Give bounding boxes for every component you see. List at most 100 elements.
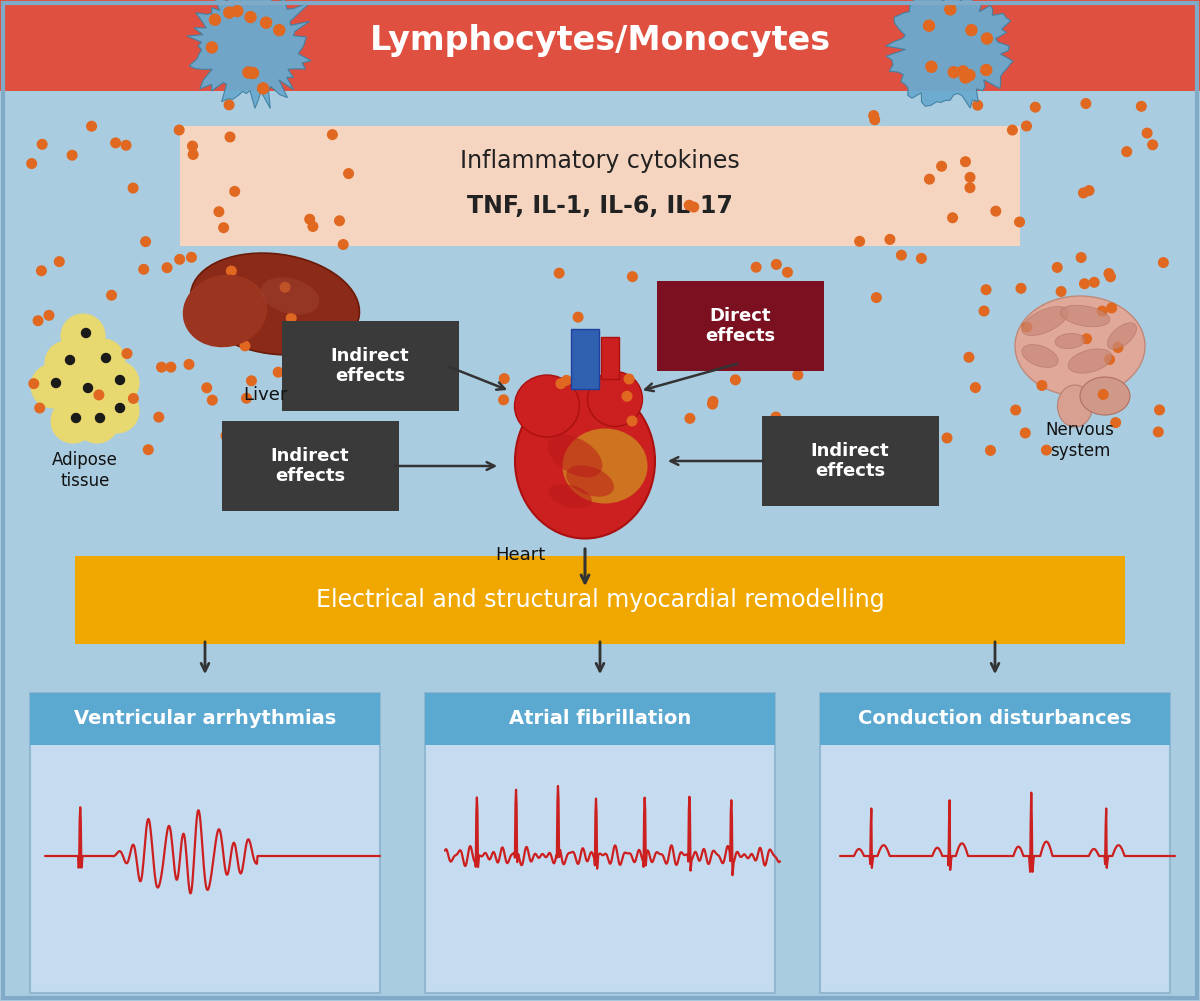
Text: Ventricular arrhythmias: Ventricular arrhythmias xyxy=(74,710,336,729)
FancyBboxPatch shape xyxy=(820,693,1170,993)
Circle shape xyxy=(1056,286,1066,296)
Circle shape xyxy=(1105,354,1115,364)
Circle shape xyxy=(287,313,296,323)
Circle shape xyxy=(84,383,92,392)
FancyBboxPatch shape xyxy=(656,281,823,371)
Polygon shape xyxy=(187,0,312,108)
Circle shape xyxy=(128,183,138,193)
Circle shape xyxy=(35,403,44,412)
Circle shape xyxy=(985,445,995,455)
Circle shape xyxy=(102,353,110,362)
Circle shape xyxy=(1142,128,1152,138)
Circle shape xyxy=(115,375,125,384)
Circle shape xyxy=(979,306,989,316)
Circle shape xyxy=(1016,283,1026,293)
Circle shape xyxy=(139,264,149,274)
FancyBboxPatch shape xyxy=(74,556,1126,644)
Circle shape xyxy=(896,250,906,260)
Circle shape xyxy=(94,390,103,399)
Text: Adipose
tissue: Adipose tissue xyxy=(52,451,118,489)
FancyBboxPatch shape xyxy=(762,416,938,506)
Circle shape xyxy=(82,339,125,383)
Circle shape xyxy=(202,383,211,392)
Circle shape xyxy=(245,12,256,23)
Circle shape xyxy=(1090,277,1099,287)
Circle shape xyxy=(210,14,221,25)
Circle shape xyxy=(338,239,348,249)
Circle shape xyxy=(708,399,718,409)
Ellipse shape xyxy=(260,277,319,314)
Circle shape xyxy=(937,161,947,171)
Circle shape xyxy=(95,361,139,405)
Circle shape xyxy=(982,285,991,294)
Circle shape xyxy=(942,433,952,442)
Circle shape xyxy=(1076,252,1086,262)
Circle shape xyxy=(74,399,119,443)
Circle shape xyxy=(34,316,43,325)
Circle shape xyxy=(290,392,300,401)
Circle shape xyxy=(110,138,120,148)
Circle shape xyxy=(107,290,116,300)
Circle shape xyxy=(499,373,509,383)
Circle shape xyxy=(751,262,761,272)
Circle shape xyxy=(281,282,290,292)
Circle shape xyxy=(1010,405,1020,414)
Circle shape xyxy=(223,7,235,18)
FancyBboxPatch shape xyxy=(425,693,775,993)
FancyBboxPatch shape xyxy=(820,693,1170,745)
Ellipse shape xyxy=(548,483,592,509)
Circle shape xyxy=(226,132,235,142)
Circle shape xyxy=(1022,322,1032,332)
Circle shape xyxy=(562,375,571,385)
Circle shape xyxy=(980,64,991,75)
Circle shape xyxy=(115,403,125,412)
Circle shape xyxy=(240,341,250,350)
Circle shape xyxy=(1153,427,1163,436)
Ellipse shape xyxy=(1061,305,1110,326)
Circle shape xyxy=(1148,140,1158,149)
Polygon shape xyxy=(886,0,1013,108)
Circle shape xyxy=(708,396,718,406)
Circle shape xyxy=(869,111,878,120)
Circle shape xyxy=(688,355,697,365)
Circle shape xyxy=(175,254,185,264)
Circle shape xyxy=(218,223,228,232)
FancyBboxPatch shape xyxy=(222,421,398,511)
Text: Electrical and structural myocardial remodelling: Electrical and structural myocardial rem… xyxy=(316,588,884,612)
Circle shape xyxy=(886,234,895,244)
Circle shape xyxy=(214,207,223,216)
Circle shape xyxy=(95,389,139,433)
Circle shape xyxy=(187,141,197,151)
Ellipse shape xyxy=(566,465,614,496)
Circle shape xyxy=(554,268,564,278)
Circle shape xyxy=(1008,125,1018,135)
Circle shape xyxy=(247,67,258,78)
Circle shape xyxy=(623,391,632,401)
Circle shape xyxy=(305,214,314,224)
Text: Conduction disturbances: Conduction disturbances xyxy=(858,710,1132,729)
Circle shape xyxy=(1114,342,1123,352)
Circle shape xyxy=(166,362,175,372)
Circle shape xyxy=(162,263,172,272)
Ellipse shape xyxy=(1055,333,1085,348)
Circle shape xyxy=(624,374,634,383)
Circle shape xyxy=(917,253,926,263)
Circle shape xyxy=(1111,417,1121,427)
Circle shape xyxy=(960,72,971,83)
Circle shape xyxy=(924,20,935,31)
Circle shape xyxy=(37,266,47,275)
Circle shape xyxy=(1079,188,1088,198)
Circle shape xyxy=(174,125,184,135)
Circle shape xyxy=(61,314,106,358)
Circle shape xyxy=(685,413,695,423)
FancyBboxPatch shape xyxy=(601,337,619,379)
Circle shape xyxy=(964,352,973,362)
Circle shape xyxy=(628,272,637,281)
Circle shape xyxy=(670,328,679,337)
Circle shape xyxy=(328,130,337,139)
Circle shape xyxy=(44,310,54,320)
Circle shape xyxy=(1106,303,1116,312)
Circle shape xyxy=(29,378,38,388)
Text: Liver: Liver xyxy=(242,386,287,404)
Circle shape xyxy=(661,331,671,341)
